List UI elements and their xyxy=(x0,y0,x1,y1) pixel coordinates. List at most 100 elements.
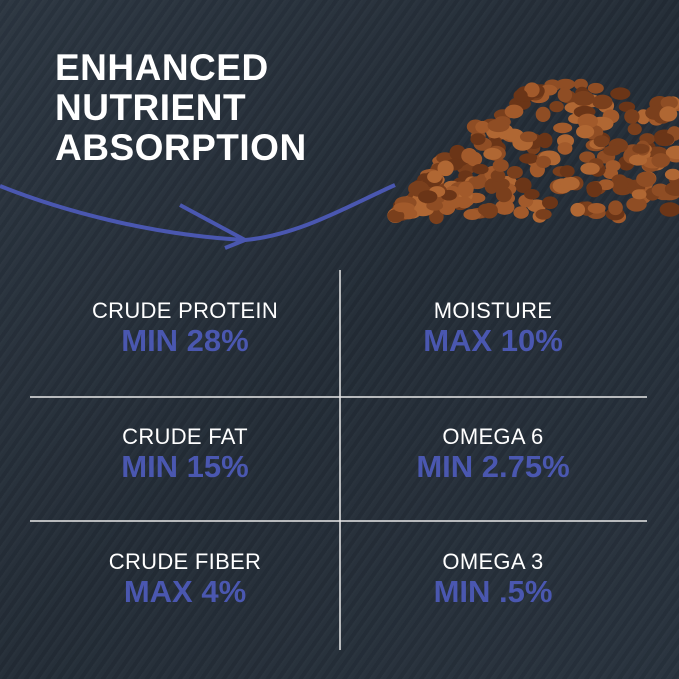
kibble-piece xyxy=(524,189,540,200)
kibble-piece xyxy=(557,142,573,155)
kibble-piece xyxy=(457,181,474,198)
nutrient-omega-6: OMEGA 6 MIN 2.75% xyxy=(343,424,643,484)
nutrient-value: MIN 15% xyxy=(121,449,249,484)
kibble-piece xyxy=(393,202,415,213)
nutrient-label: MOISTURE xyxy=(433,298,553,323)
nutrient-omega-3: OMEGA 3 MIN .5% xyxy=(343,549,643,609)
kibble-piece xyxy=(659,202,679,217)
kibble-piece xyxy=(636,171,656,188)
kibble-piece xyxy=(426,200,444,211)
kibble-piece xyxy=(651,153,671,168)
kibble-piece xyxy=(557,87,573,103)
kibble-piece xyxy=(549,101,564,113)
kibble-piece xyxy=(495,186,512,203)
kibble-piece xyxy=(427,170,443,184)
kibble-piece xyxy=(513,89,528,103)
kibble-piece xyxy=(632,143,650,154)
kibble-piece xyxy=(470,133,486,146)
kibble-piece xyxy=(535,155,552,169)
kibble-piece xyxy=(651,183,669,197)
kibble-piece xyxy=(580,162,600,175)
kibble-piece xyxy=(610,87,631,100)
kibble-pile-image xyxy=(387,78,679,225)
kibble-piece xyxy=(513,206,529,219)
kibble-piece xyxy=(504,104,524,119)
nutrient-crude-fat: CRUDE FAT MIN 15% xyxy=(35,424,335,484)
kibble-piece xyxy=(535,208,552,220)
kibble-piece xyxy=(593,135,610,148)
kibble-piece xyxy=(559,165,575,178)
kibble-piece xyxy=(608,200,623,216)
kibble-piece xyxy=(631,189,647,200)
kibble-piece xyxy=(577,113,598,129)
kibble-piece xyxy=(480,202,498,219)
kibble-piece xyxy=(494,199,515,215)
kibble-piece xyxy=(665,145,679,160)
kibble-piece xyxy=(461,147,478,164)
kibble-piece xyxy=(592,94,613,110)
kibble-piece xyxy=(418,190,438,204)
kibble-piece xyxy=(576,125,595,139)
nutrient-value: MIN .5% xyxy=(433,574,553,609)
kibble-piece xyxy=(572,90,595,107)
kibble-piece xyxy=(654,132,675,147)
kibble-piece xyxy=(626,197,647,212)
kibble-piece xyxy=(483,147,502,160)
kibble-piece xyxy=(524,82,540,98)
arrow-head-icon xyxy=(179,203,250,250)
kibble-piece xyxy=(573,78,588,90)
kibble-piece xyxy=(598,179,614,191)
kibble-piece xyxy=(556,78,576,90)
kibble-piece xyxy=(429,209,444,225)
headline: ENHANCED NUTRIENT ABSORPTION xyxy=(55,48,307,168)
kibble-piece xyxy=(519,131,538,143)
nutrient-label: CRUDE FAT xyxy=(122,424,248,449)
kibble-piece xyxy=(605,160,621,172)
nutrient-value: MIN 2.75% xyxy=(416,449,570,484)
kibble-piece xyxy=(586,181,603,198)
kibble-piece xyxy=(535,106,551,122)
nutrient-value: MAX 4% xyxy=(123,574,247,609)
nutrient-crude-protein: CRUDE PROTEIN MIN 28% xyxy=(35,298,335,358)
kibble-piece xyxy=(627,123,642,136)
kibble-piece xyxy=(603,145,622,156)
nutrient-value: MAX 10% xyxy=(423,323,563,358)
kibble-piece xyxy=(553,122,573,134)
kibble-piece xyxy=(587,82,604,94)
kibble-piece xyxy=(570,202,586,217)
kibble-piece xyxy=(660,96,678,110)
kibble-piece xyxy=(587,202,606,214)
nutrient-label: CRUDE PROTEIN xyxy=(91,298,279,323)
kibble-piece xyxy=(624,109,640,124)
arrow-curve xyxy=(0,183,396,243)
kibble-piece xyxy=(628,154,648,166)
kibble-piece xyxy=(492,158,509,172)
headline-line-2: NUTRIENT xyxy=(55,87,247,128)
nutrient-label: CRUDE FIBER xyxy=(108,549,262,574)
kibble-piece xyxy=(387,209,405,223)
nutrient-crude-fiber: CRUDE FIBER MAX 4% xyxy=(35,549,335,609)
kibble-piece xyxy=(659,106,678,122)
kibble-piece xyxy=(664,168,679,181)
kibble-piece xyxy=(560,176,580,191)
kibble-piece xyxy=(472,163,489,175)
kibble-piece xyxy=(437,160,454,177)
headline-line-1: ENHANCED xyxy=(55,47,269,88)
kibble-piece xyxy=(519,153,539,164)
kibble-piece xyxy=(664,181,679,196)
kibble-piece xyxy=(487,119,510,133)
kibble-piece xyxy=(490,169,506,182)
kibble-piece xyxy=(475,120,490,134)
kibble-piece xyxy=(463,208,481,221)
nutrient-moisture: MOISTURE MAX 10% xyxy=(343,298,643,358)
kibble-piece xyxy=(514,177,532,194)
kibble-piece xyxy=(613,177,629,192)
kibble-piece xyxy=(542,196,559,210)
nutrient-label: OMEGA 3 xyxy=(442,549,544,574)
kibble-piece xyxy=(506,166,523,179)
nutrient-label: OMEGA 6 xyxy=(442,424,544,449)
kibble-piece xyxy=(456,196,472,209)
nutrient-value: MIN 28% xyxy=(121,323,249,358)
headline-line-3: ABSORPTION xyxy=(55,127,307,168)
